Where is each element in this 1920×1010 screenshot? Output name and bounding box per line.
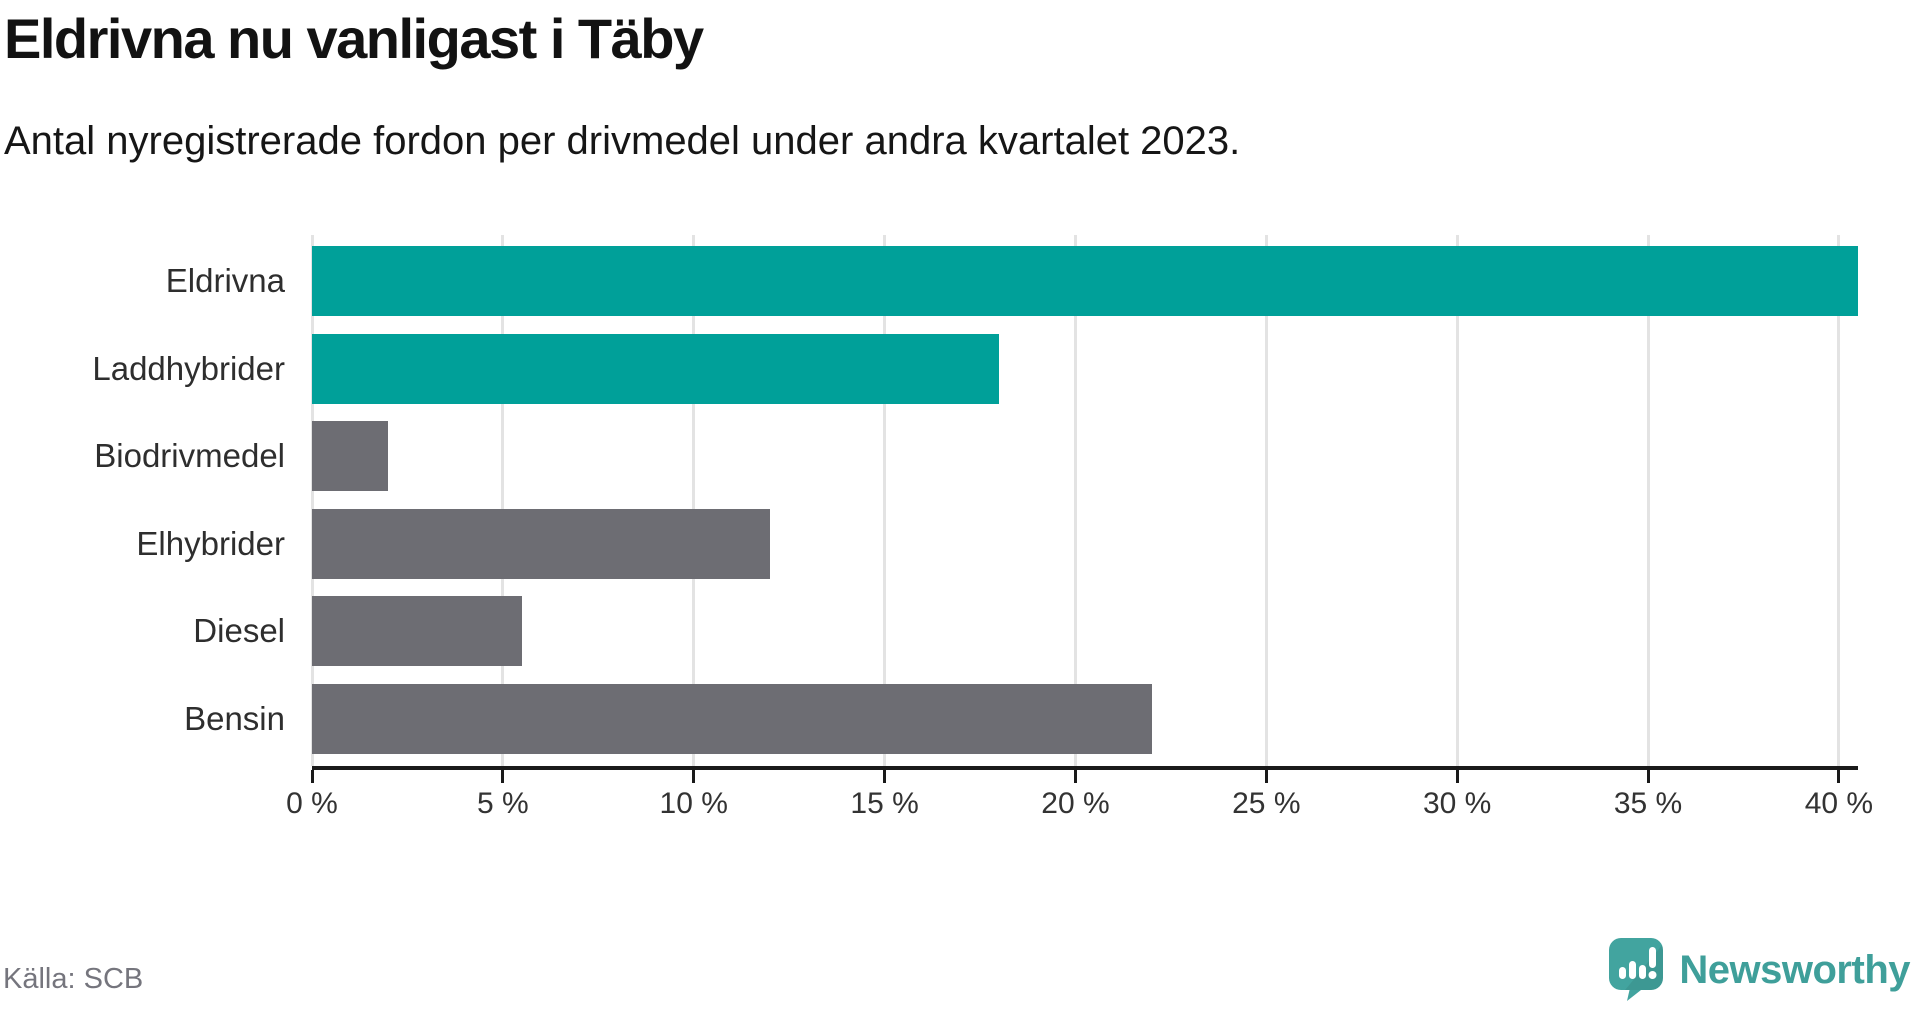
x-tick-label-10: 10 % [659,787,728,820]
exclamation-dot-glyph [1648,971,1657,979]
x-tick-label-35: 35 % [1613,787,1683,820]
gridline-30 [1455,235,1459,766]
category-label-laddhybrider: Laddhybrider [92,349,285,387]
x-tick-mark-20 [1073,770,1077,783]
source-note: Källa: SCB [3,963,144,995]
x-tick-label-25: 25 % [1232,787,1301,820]
category-label-diesel: Diesel [193,612,285,649]
bar-laddhybrider [312,333,1000,404]
x-tick-mark-15 [883,770,887,783]
category-axis: Eldrivna Laddhybrider Biodrivmedel Elhybrid… [0,235,285,766]
bar-diesel [312,596,522,666]
x-tick-mark-10 [692,770,696,783]
x-tick-label-30: 30 % [1422,787,1492,820]
x-tick-mark-40 [1837,770,1841,783]
plot-area: 0 % 5 % 10 % 15 % 20 % 25 % 30 % 35 % 40 % [286,235,1873,820]
x-tick-label-15: 15 % [850,787,919,820]
x-tick-mark-5 [501,770,505,783]
brand-name: Newsworthy [1679,947,1910,992]
x-tick-label-5: 5 % [477,787,529,820]
gridline-40 [1837,235,1841,766]
x-tick-label-0: 0 % [286,787,338,820]
gridline-5 [501,235,505,766]
x-tick-label-20: 20 % [1041,787,1110,820]
bar-glyph-2 [1629,961,1637,979]
newsworthy-logo: Newsworthy [1609,938,1910,1002]
x-tick-label-40: 40 % [1804,787,1874,820]
bar-eldrivna [312,246,1858,316]
x-tick-mark-35 [1646,770,1650,783]
bar-bensin [312,683,1152,754]
bar-elhybrider [312,508,771,579]
gridline-15 [883,235,887,766]
category-label-eldrivna: Eldrivna [165,262,285,299]
bar-biodrivmedel [312,421,389,491]
x-tick-mark-30 [1455,770,1459,783]
gridline-25 [1264,235,1268,766]
x-tick-mark-0 [310,770,314,783]
bar-glyph-1 [1619,967,1627,979]
newsworthy-speech-bubble-icon [1609,938,1664,1001]
gridline-35 [1646,235,1650,766]
gridline-20 [1073,235,1077,766]
category-label-biodrivmedel: Biodrivmedel [94,437,285,474]
x-axis-line [312,766,1858,770]
category-label-bensin: Bensin [184,699,285,737]
gridline-0 [310,235,314,766]
gridline-10 [692,235,696,766]
bar-glyph-3 [1639,965,1647,979]
exclamation-bar-glyph [1649,947,1657,968]
chart-subtitle: Antal nyregistrerade fordon per drivmede… [4,119,1241,163]
chart-title: Eldrivna nu vanligast i Täby [4,7,704,70]
x-tick-mark-25 [1264,770,1268,783]
category-label-elhybrider: Elhybrider [136,524,285,562]
